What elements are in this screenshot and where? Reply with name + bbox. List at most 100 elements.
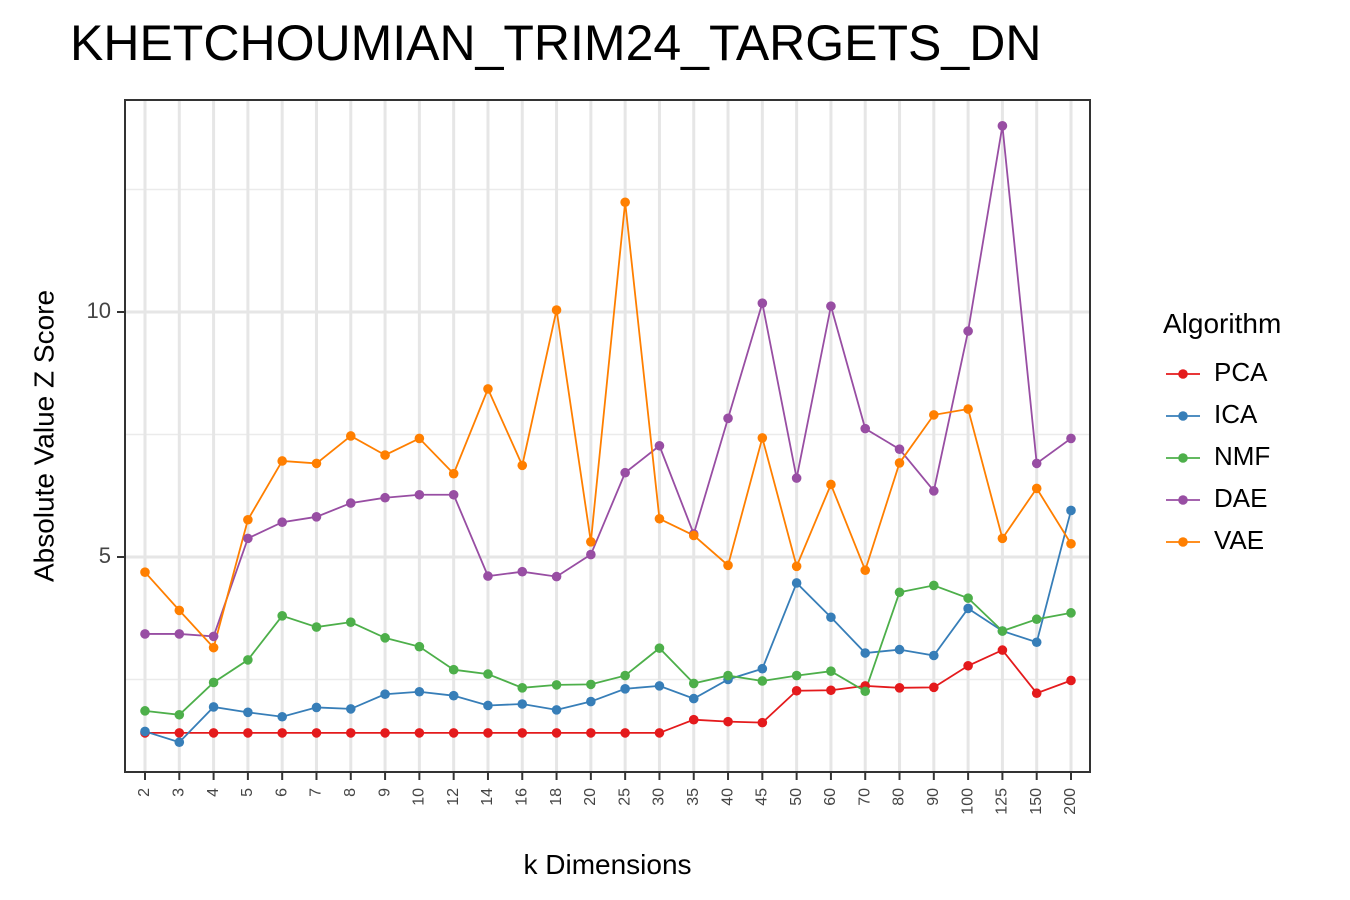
data-point-ica — [757, 663, 768, 674]
legend-key-point — [1178, 411, 1188, 421]
data-point-ica — [1031, 637, 1042, 648]
x-tick-label: 35 — [685, 788, 702, 806]
data-point-dae — [1031, 458, 1042, 469]
chart-title: KHETCHOUMIAN_TRIM24_TARGETS_DN — [70, 15, 1042, 71]
data-point-vae — [963, 404, 973, 414]
data-point-pca — [174, 728, 185, 738]
plot-panel-border — [124, 99, 1091, 773]
data-point-nmf — [551, 680, 562, 690]
data-point-vae — [414, 433, 425, 444]
data-point-ica — [929, 650, 939, 661]
data-point-vae — [380, 450, 390, 460]
x-tick-label: 9 — [376, 788, 393, 797]
x-tick-label: 125 — [994, 788, 1011, 815]
data-point-dae — [483, 571, 493, 581]
data-point-dae — [654, 440, 665, 451]
data-point-dae — [174, 629, 185, 639]
x-axis-ticks: 2 3 4 5 6 7 8 9 10 12 14 16 18 20 25 30 35 40 45 50 60 70 80 90… — [136, 772, 1079, 815]
data-point-ica — [414, 686, 425, 697]
data-point-dae — [140, 629, 150, 639]
data-point-dae — [208, 631, 219, 642]
legend-key-point — [1178, 495, 1188, 505]
data-point-vae — [483, 384, 493, 394]
data-point-ica — [380, 689, 390, 699]
data-point-ica — [517, 699, 528, 709]
data-point-nmf — [688, 678, 699, 689]
legend-item-vae: VAE — [1166, 525, 1264, 555]
data-point-nmf — [791, 670, 802, 681]
x-tick-label: 14 — [479, 788, 496, 806]
data-point-ica — [345, 704, 356, 714]
data-point-vae — [208, 642, 219, 653]
data-point-nmf — [517, 683, 528, 693]
x-tick-label: 20 — [582, 788, 599, 806]
data-point-vae — [277, 456, 287, 466]
x-tick-label: 30 — [651, 788, 668, 806]
data-point-pca — [688, 714, 699, 725]
data-point-ica — [140, 726, 150, 737]
data-point-vae — [551, 305, 562, 315]
data-point-ica — [620, 684, 630, 694]
series-lines — [144, 125, 1072, 744]
data-point-vae — [620, 197, 630, 208]
data-point-dae — [826, 301, 836, 311]
legend-label: ICA — [1214, 399, 1258, 429]
data-point-nmf — [620, 670, 630, 681]
x-tick-label: 25 — [616, 788, 633, 806]
data-point-ica — [654, 681, 665, 691]
series-line-ica — [144, 510, 1072, 744]
data-point-nmf — [1066, 608, 1076, 618]
data-point-pca — [311, 728, 322, 738]
data-point-vae — [345, 431, 356, 441]
data-point-vae — [997, 533, 1008, 544]
legend-item-nmf: NMF — [1166, 441, 1270, 471]
x-tick-label: 16 — [513, 788, 530, 806]
plot-panel — [125, 100, 1090, 772]
data-point-ica — [963, 603, 973, 614]
data-point-ica — [826, 612, 836, 623]
y-axis-ticks: 5 10 — [87, 298, 125, 568]
data-point-dae — [277, 517, 287, 528]
data-point-nmf — [483, 669, 493, 679]
data-point-ica — [277, 711, 287, 722]
data-point-ica — [791, 578, 802, 588]
data-point-dae — [791, 473, 802, 483]
data-point-dae — [311, 512, 322, 522]
data-point-nmf — [654, 643, 665, 653]
data-point-ica — [483, 700, 493, 711]
data-point-pca — [963, 660, 973, 671]
legend-key-point — [1178, 537, 1188, 547]
data-point-nmf — [929, 580, 939, 591]
data-point-ica — [243, 707, 253, 718]
data-point-dae — [380, 492, 390, 503]
data-point-dae — [723, 413, 733, 424]
data-point-nmf — [448, 664, 459, 675]
data-point-ica — [586, 696, 596, 707]
data-point-pca — [208, 728, 219, 738]
data-point-pca — [757, 717, 768, 728]
data-point-ica — [551, 705, 562, 715]
legend-label: DAE — [1214, 483, 1267, 513]
data-point-nmf — [140, 706, 150, 716]
data-point-ica — [894, 644, 905, 655]
data-point-nmf — [826, 666, 836, 676]
data-point-nmf — [277, 611, 287, 621]
x-axis-label: k Dimensions — [523, 849, 691, 880]
x-tick-label: 6 — [273, 788, 290, 797]
data-point-pca — [791, 685, 802, 696]
data-point-pca — [894, 683, 905, 693]
y-tick-label: 5 — [99, 543, 111, 568]
series-line-vae — [144, 202, 1072, 650]
data-point-vae — [1066, 538, 1076, 549]
x-tick-label: 90 — [925, 788, 942, 806]
data-point-vae — [1031, 483, 1042, 494]
data-point-pca — [1066, 675, 1076, 686]
data-point-pca — [345, 728, 356, 738]
data-point-nmf — [586, 679, 596, 690]
legend-label: PCA — [1214, 357, 1268, 387]
data-point-nmf — [723, 670, 733, 681]
data-point-pca — [414, 728, 425, 738]
x-tick-label: 50 — [788, 788, 805, 806]
data-point-pca — [723, 716, 733, 727]
